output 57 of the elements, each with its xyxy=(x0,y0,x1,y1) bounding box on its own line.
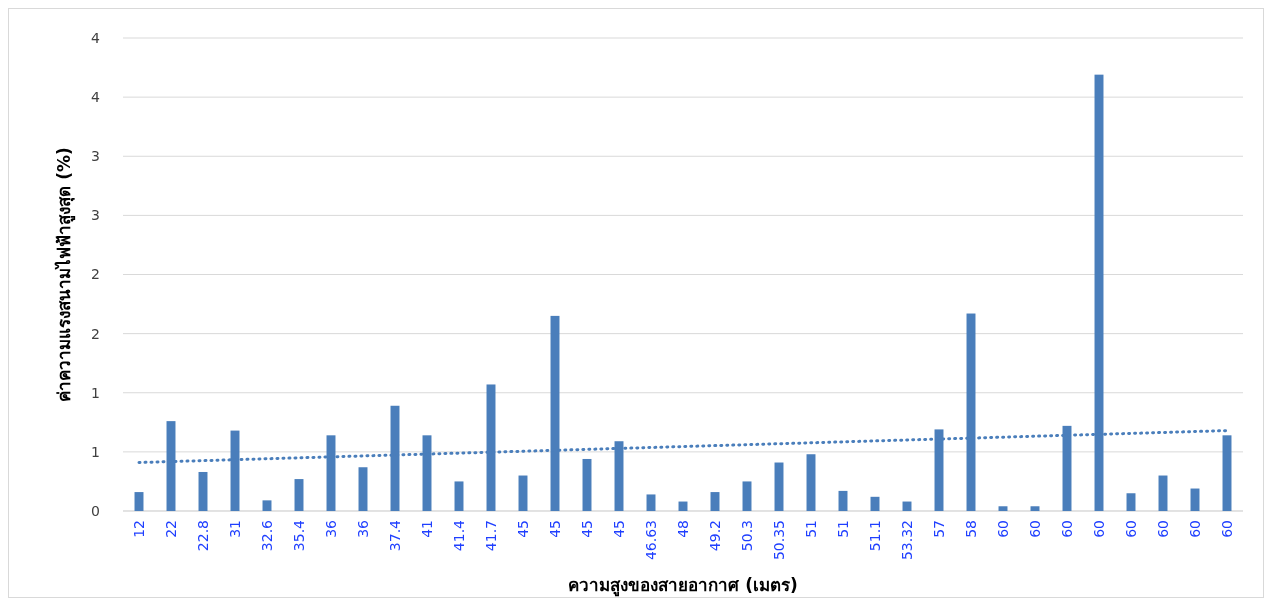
bar xyxy=(742,481,752,511)
bar xyxy=(262,500,272,511)
x-tick-label: 22 xyxy=(163,520,179,538)
x-tick-label: 60 xyxy=(1123,520,1139,538)
x-tick-label: 60 xyxy=(1091,520,1107,538)
x-tick-label: 45 xyxy=(515,520,531,538)
x-tick-label: 32.6 xyxy=(259,519,275,552)
bar xyxy=(1126,493,1136,511)
x-tick-label: 57 xyxy=(931,520,947,538)
bar xyxy=(806,454,816,511)
x-tick-label: 51 xyxy=(835,520,851,538)
x-tick-label: 60 xyxy=(1155,520,1171,538)
x-tick-label: 49.2 xyxy=(707,520,723,552)
x-tick-label: 51 xyxy=(803,520,819,538)
bar xyxy=(358,467,368,511)
x-tick-label: 12 xyxy=(131,520,147,538)
y-tick-label: 4 xyxy=(91,89,101,106)
x-tick-label: 60 xyxy=(1187,520,1203,538)
x-tick-label: 22.8 xyxy=(195,520,211,552)
x-tick-label: 41.7 xyxy=(483,520,499,552)
x-tick-label: 60 xyxy=(1219,520,1235,538)
x-tick-label: 53.32 xyxy=(899,520,915,561)
y-tick-label: 1 xyxy=(91,384,100,401)
y-tick-label: 1 xyxy=(91,443,100,460)
y-tick-label: 2 xyxy=(91,266,100,283)
bar xyxy=(998,506,1008,511)
x-tick-label: 41.4 xyxy=(451,519,467,552)
x-axis-title: ความสูงของสายอากาศ (เมตร) xyxy=(568,575,798,597)
y-tick-label: 2 xyxy=(91,325,100,342)
x-tick-label: 35.4 xyxy=(291,519,307,552)
y-tick-label: 4 xyxy=(91,29,101,46)
y-axis-title: ค่าความแรงสนามไฟฟ้าสูงสุด (%) xyxy=(54,147,76,402)
bar xyxy=(454,481,464,511)
x-tick-label: 36 xyxy=(355,519,371,538)
x-tick-label: 45 xyxy=(579,520,595,538)
x-tick-label: 46.63 xyxy=(643,520,659,561)
y-tick-label: 3 xyxy=(91,148,100,165)
y-tick-label: 3 xyxy=(91,207,100,224)
x-tick-label: 45 xyxy=(611,520,627,538)
bar xyxy=(646,494,656,511)
y-tick-label: 0 xyxy=(91,502,100,519)
x-tick-label: 60 xyxy=(1059,520,1075,538)
bar xyxy=(294,479,304,511)
x-tick-label: 37.4 xyxy=(387,519,403,552)
x-tick-label: 50.35 xyxy=(771,520,787,561)
x-tick-label: 41 xyxy=(419,520,435,538)
x-tick-label: 60 xyxy=(1027,520,1043,538)
x-tick-label: 51.1 xyxy=(867,520,883,552)
bar xyxy=(1222,435,1232,511)
x-tick-label: 31 xyxy=(227,520,243,538)
x-tick-label: 58 xyxy=(963,520,979,538)
x-tick-label: 45 xyxy=(547,520,563,538)
x-tick-label: 50.3 xyxy=(739,520,755,552)
x-tick-label: 60 xyxy=(995,520,1011,538)
bar xyxy=(1030,506,1040,511)
x-tick-label: 36 xyxy=(323,519,339,538)
x-tick-label: 48 xyxy=(675,520,691,538)
